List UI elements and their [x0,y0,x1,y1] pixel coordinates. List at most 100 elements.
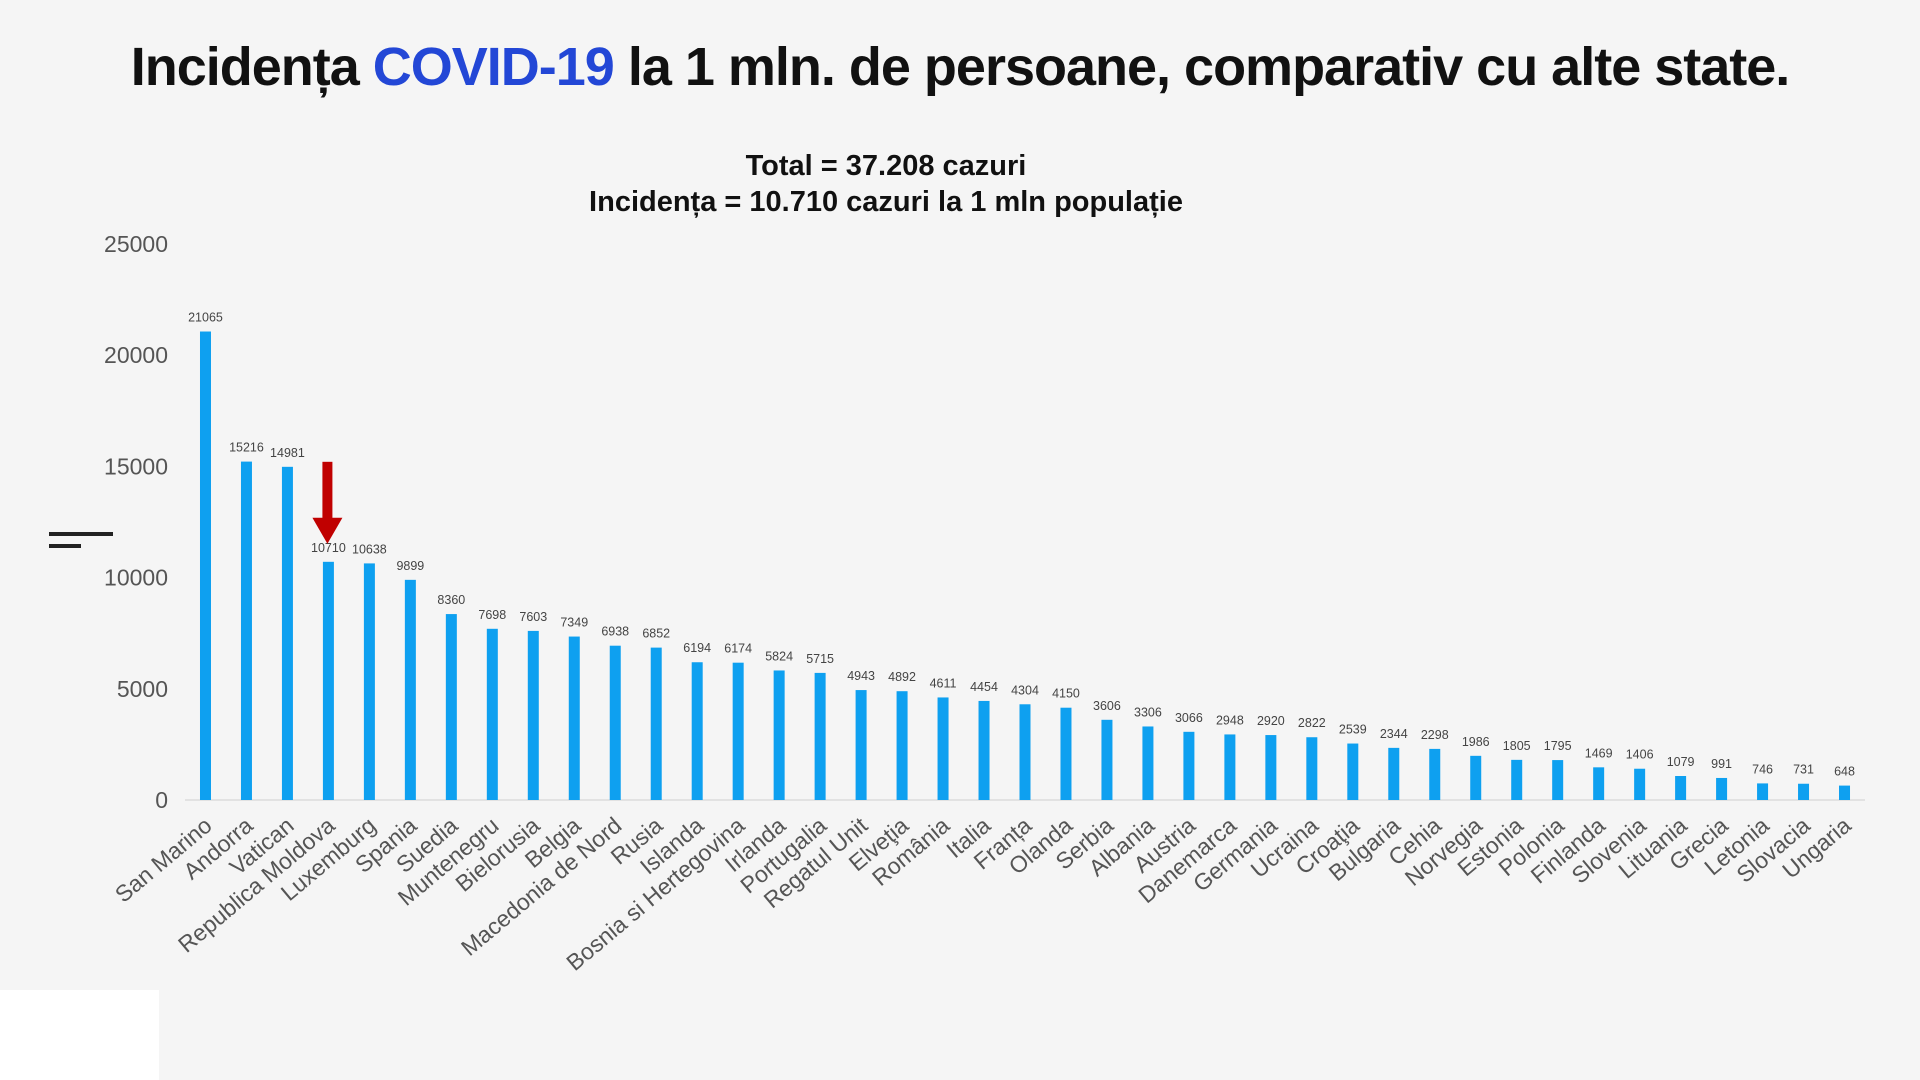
bar [1142,726,1154,800]
data-label: 4611 [930,676,957,690]
data-label: 2948 [1216,713,1244,727]
y-tick-label: 0 [155,787,168,813]
bar [855,690,867,800]
data-label: 1805 [1503,739,1531,753]
bar [1060,707,1072,800]
highlight-arrow [312,461,343,544]
bar [1265,735,1277,800]
data-label: 648 [1834,765,1855,779]
data-label: 4943 [847,669,875,683]
bar [1798,783,1810,800]
bar [691,662,703,800]
data-label: 4454 [970,680,998,694]
data-label: 6938 [601,625,629,639]
data-label: 2539 [1339,723,1367,737]
data-label: 3606 [1093,699,1121,713]
data-label: 6194 [683,641,711,655]
data-label: 10638 [352,542,387,556]
data-label: 15216 [229,441,264,455]
data-label: 7698 [478,608,506,622]
data-label: 21065 [188,311,223,325]
data-label: 2822 [1298,716,1326,730]
y-tick-label: 10000 [104,565,168,591]
arrow-shaft [322,461,333,520]
title-post: la 1 mln. de persoane, comparativ cu alt… [613,37,1790,97]
data-label: 3066 [1175,711,1203,725]
bar [1470,755,1482,800]
bar [896,691,908,800]
bar [445,614,457,800]
bar [1675,776,1687,800]
white-corner-box [0,990,159,1080]
bar [1347,743,1359,800]
bar [404,579,416,800]
bar [1183,731,1195,800]
decorative-dash-short [49,544,81,548]
decorative-dash-long [49,532,113,536]
data-label: 5824 [765,649,793,663]
data-label: 991 [1711,757,1732,771]
bar [1388,747,1400,800]
data-label: 10710 [311,541,346,555]
data-label: 4892 [888,670,916,684]
bar [1019,704,1031,800]
bar [978,700,990,800]
chart-subtitle: Total = 37.208 cazuri Incidența = 10.710… [0,148,1772,220]
bar [814,672,826,800]
data-label: 2920 [1257,714,1285,728]
data-label: 1079 [1667,755,1695,769]
data-label: 7603 [519,610,547,624]
y-tick-label: 25000 [104,231,168,257]
data-label: 1406 [1626,748,1654,762]
bar [1224,734,1236,800]
y-tick-label: 20000 [104,342,168,368]
data-label: 6852 [642,627,670,641]
bar [773,670,785,800]
data-label: 2344 [1380,727,1408,741]
data-label: 6174 [724,642,752,656]
bar [363,563,375,800]
data-label: 746 [1752,762,1773,776]
bar [650,647,662,800]
bar [199,331,211,800]
bar [1552,760,1564,800]
data-label: 4304 [1011,683,1039,697]
title-pre: Incidența [130,37,373,97]
y-tick-label: 5000 [117,676,168,702]
subtitle-total: Total = 37.208 cazuri [745,150,1027,182]
bar [1839,785,1851,800]
bar [732,662,744,800]
bar [281,466,293,800]
bar [322,561,334,800]
data-label: 7349 [560,616,588,630]
bar [1716,777,1728,800]
bar [937,697,949,800]
bars [199,331,1851,800]
bar [609,645,621,800]
data-label: 731 [1793,763,1814,777]
y-tick-label: 15000 [104,453,168,479]
bar [1101,719,1113,800]
data-label: 1795 [1544,739,1572,753]
page-title: Incidența COVID-19 la 1 mln. de persoane… [0,36,1920,98]
data-label: 14981 [270,446,305,460]
data-label: 3306 [1134,705,1162,719]
data-label: 4150 [1052,687,1080,701]
title-highlight: COVID-19 [372,37,615,97]
bar [1593,767,1605,800]
y-axis: 0 5000 10000 15000 20000 25000 [104,231,168,813]
bar [527,630,539,800]
data-label: 1469 [1585,746,1613,760]
data-labels: 21065 15216 14981 10710 10638 9899 8360 7698 760… [188,311,1855,779]
data-label: 9899 [396,559,424,573]
data-label: 5715 [806,652,834,666]
data-label: 1986 [1462,735,1490,749]
data-label: 8360 [437,593,465,607]
bar [1511,759,1523,800]
subtitle-incidence: Incidența = 10.710 cazuri la 1 mln popul… [589,186,1183,218]
bar [1306,737,1318,800]
arrow-head [312,517,343,544]
bar [1429,748,1441,800]
